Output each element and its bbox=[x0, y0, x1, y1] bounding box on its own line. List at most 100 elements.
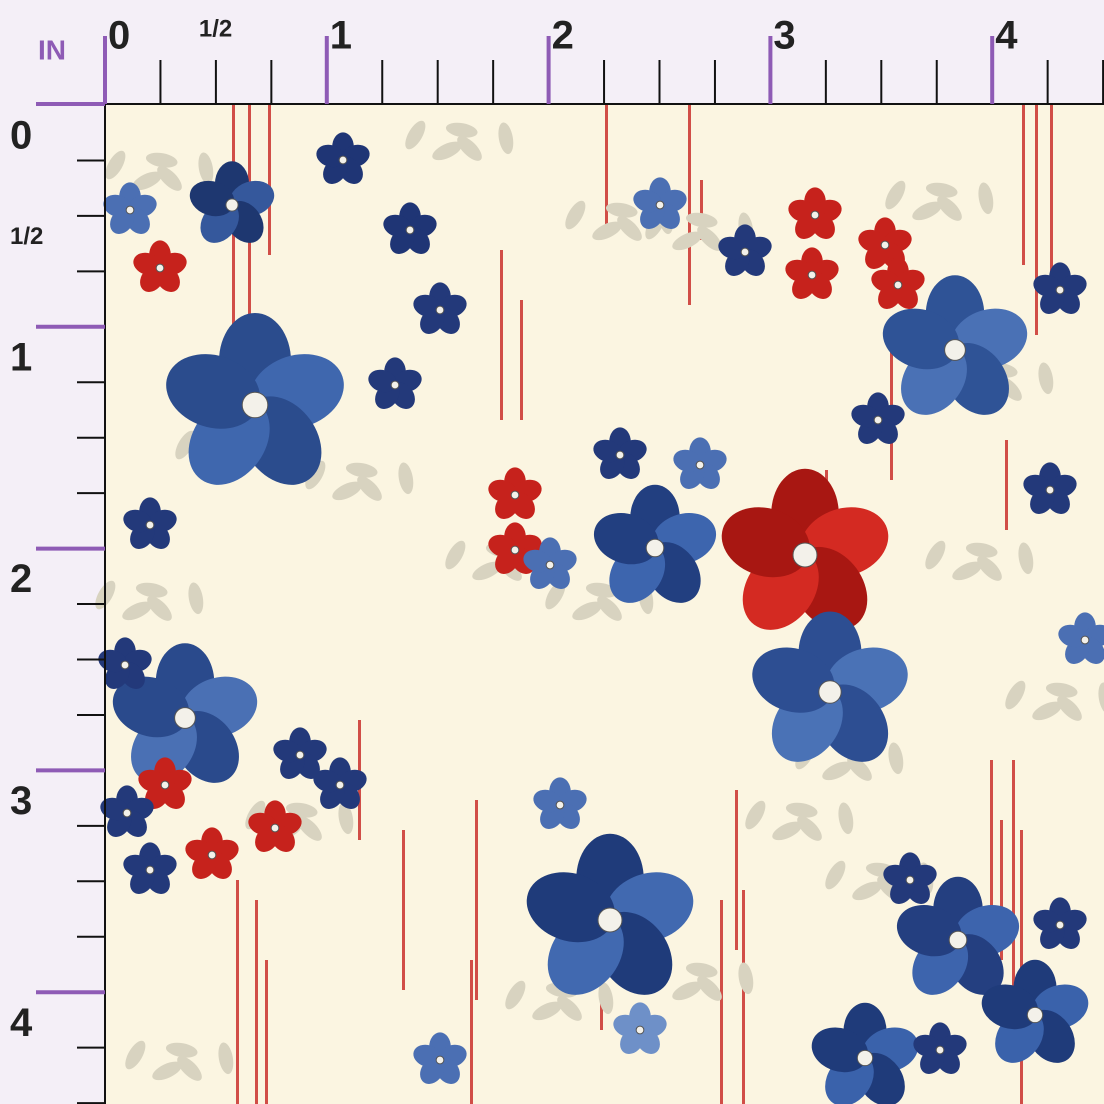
leaf bbox=[345, 462, 378, 478]
stripe bbox=[1022, 105, 1025, 265]
flower-center bbox=[405, 225, 415, 235]
stripe bbox=[265, 960, 268, 1104]
petal bbox=[488, 479, 517, 503]
flower-center bbox=[810, 210, 820, 220]
stripe bbox=[735, 790, 738, 950]
petal bbox=[718, 236, 747, 260]
leaf bbox=[105, 150, 126, 180]
leaf bbox=[297, 816, 322, 841]
flower-center bbox=[905, 875, 915, 885]
stripe bbox=[1035, 105, 1038, 335]
petal bbox=[811, 1027, 869, 1073]
petal bbox=[721, 507, 810, 578]
flower-center bbox=[792, 542, 818, 568]
flower-center bbox=[545, 560, 555, 570]
stripe bbox=[688, 105, 691, 305]
leaf bbox=[572, 601, 602, 621]
leaf bbox=[847, 756, 872, 781]
leaf bbox=[505, 980, 526, 1010]
left-label: 4 bbox=[10, 1001, 33, 1045]
petal bbox=[133, 252, 162, 276]
flower-center bbox=[335, 780, 345, 790]
leaf bbox=[738, 962, 754, 995]
petal bbox=[896, 904, 962, 957]
leaf bbox=[697, 976, 722, 1001]
flower-center bbox=[597, 907, 623, 933]
flower-center bbox=[818, 680, 842, 704]
leaf bbox=[672, 981, 702, 1001]
stripe bbox=[470, 960, 473, 1104]
petal bbox=[913, 1034, 942, 1058]
left-label: 0 bbox=[10, 114, 32, 158]
petal bbox=[851, 404, 880, 428]
leaf bbox=[838, 802, 854, 835]
ruler: IN 0 1/2 1 2 3 4 0 1/2 1 2 3 4 bbox=[10, 14, 1104, 1104]
leaf bbox=[145, 152, 178, 168]
flower-center bbox=[695, 460, 705, 470]
stripe bbox=[255, 900, 258, 1104]
stripe bbox=[236, 880, 239, 1104]
petal bbox=[785, 259, 814, 283]
flower-center bbox=[338, 155, 348, 165]
leaf bbox=[557, 996, 582, 1021]
leaf bbox=[218, 1042, 234, 1075]
petal bbox=[871, 269, 900, 293]
petal bbox=[316, 144, 345, 168]
leaf bbox=[852, 881, 882, 901]
petal bbox=[1058, 624, 1087, 648]
flower-center bbox=[944, 339, 966, 361]
stripe bbox=[232, 105, 235, 465]
stripe bbox=[1000, 820, 1003, 960]
flower-center bbox=[510, 545, 520, 555]
flower-center bbox=[1026, 1006, 1044, 1024]
left-label: 1 bbox=[10, 335, 32, 379]
leaf bbox=[965, 542, 998, 558]
flower-center bbox=[1045, 485, 1055, 495]
top-label: 1/2 bbox=[199, 15, 232, 42]
leaf bbox=[597, 596, 622, 621]
leaf bbox=[122, 601, 152, 621]
leaf bbox=[472, 561, 502, 581]
flower-center bbox=[510, 490, 520, 500]
petal bbox=[189, 180, 235, 217]
leaf bbox=[198, 152, 214, 185]
leaf bbox=[697, 226, 722, 251]
flower-center bbox=[145, 865, 155, 875]
leaf bbox=[125, 1040, 146, 1070]
stripe bbox=[720, 900, 723, 1104]
flower-center bbox=[893, 280, 903, 290]
stripe bbox=[605, 105, 608, 225]
stripe bbox=[268, 105, 271, 255]
leaf bbox=[338, 802, 354, 835]
leaf bbox=[952, 561, 982, 581]
petal bbox=[788, 199, 817, 223]
leaf bbox=[605, 202, 638, 218]
leaf bbox=[672, 231, 702, 251]
stripe bbox=[700, 180, 703, 240]
flower-center bbox=[555, 800, 565, 810]
leaf bbox=[1057, 696, 1082, 721]
petal bbox=[1023, 474, 1052, 498]
flower-center bbox=[615, 450, 625, 460]
petal bbox=[882, 308, 960, 370]
flower-center bbox=[635, 1025, 645, 1035]
leaf bbox=[1032, 701, 1062, 721]
flower-center bbox=[935, 1045, 945, 1055]
petal bbox=[123, 509, 152, 533]
flower-center bbox=[225, 198, 239, 212]
petal bbox=[123, 854, 152, 878]
petal bbox=[138, 769, 167, 793]
petal bbox=[383, 214, 412, 238]
leaf bbox=[888, 742, 904, 775]
stripe bbox=[402, 830, 405, 990]
stripe bbox=[990, 760, 993, 960]
leaf bbox=[977, 556, 1002, 581]
leaf bbox=[1005, 680, 1026, 710]
flower-center bbox=[295, 750, 305, 760]
flower-center bbox=[1080, 635, 1090, 645]
flower-center bbox=[807, 270, 817, 280]
petal bbox=[883, 864, 912, 888]
leaf bbox=[175, 430, 196, 460]
flower-center bbox=[655, 200, 665, 210]
